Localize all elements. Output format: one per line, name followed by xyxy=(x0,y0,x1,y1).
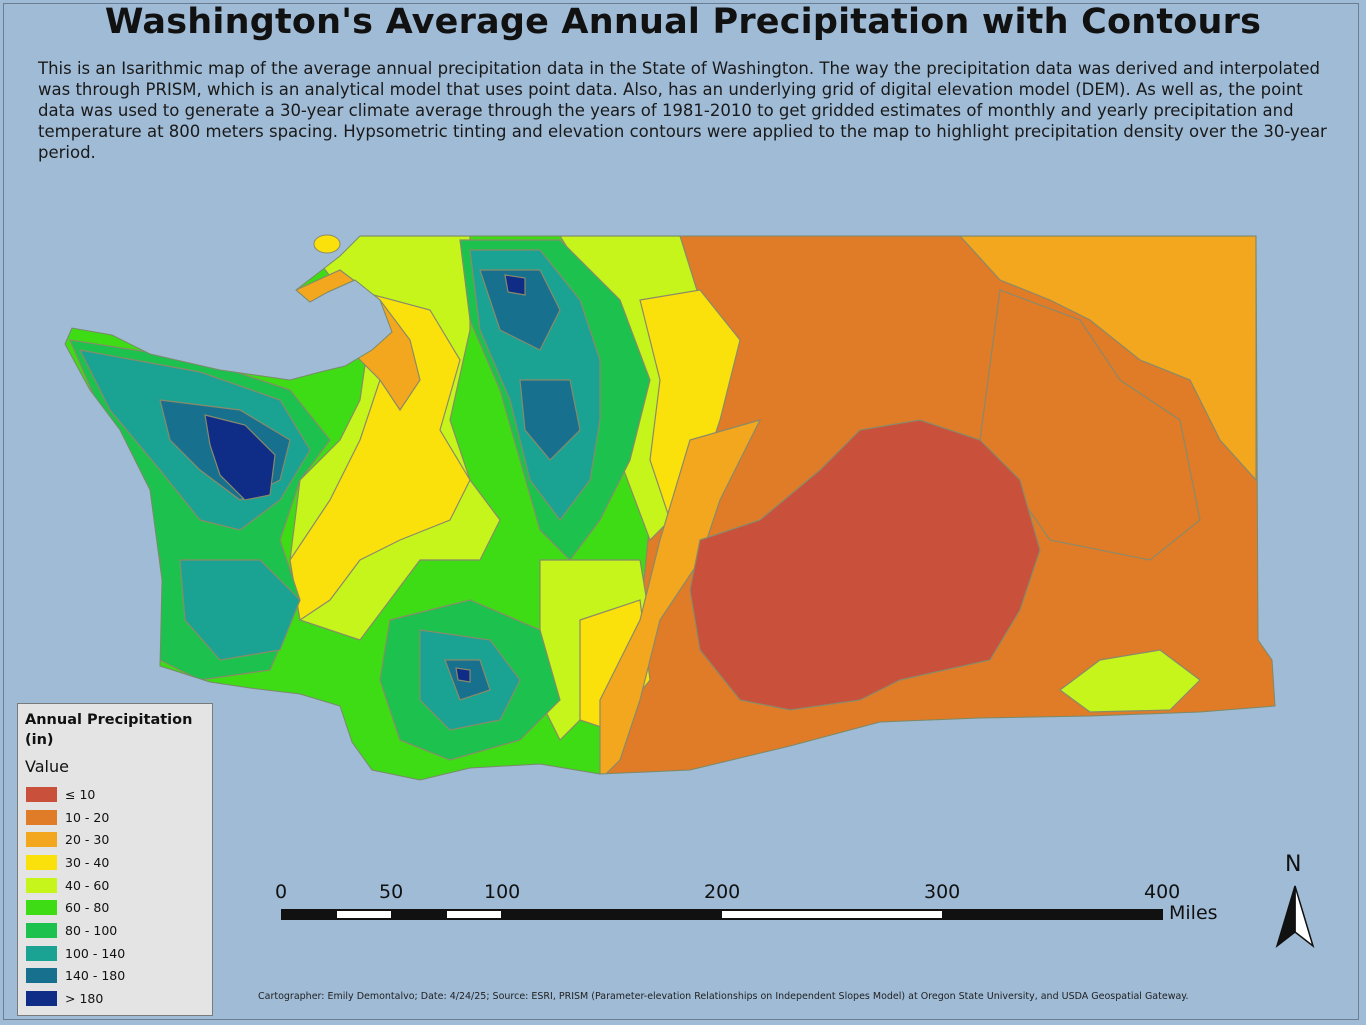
zone-gt180-rainier xyxy=(455,667,471,683)
legend-label: 80 - 100 xyxy=(65,922,118,938)
legend-item: 140 - 180 xyxy=(26,965,125,988)
legend-label: 60 - 80 xyxy=(65,900,110,916)
scale-tick-300: 300 xyxy=(924,881,961,903)
scale-tick-0: 0 xyxy=(275,881,288,903)
legend-label: 10 - 20 xyxy=(65,809,110,825)
legend-item: ≤ 10 xyxy=(26,783,125,806)
state-outline xyxy=(64,235,1276,781)
map-description: This is an Isarithmic map of the average… xyxy=(38,59,1327,162)
zone-gt180-olympus xyxy=(204,414,276,501)
legend-swatch xyxy=(26,809,57,825)
legend-label: 140 - 180 xyxy=(65,968,126,984)
map-frame xyxy=(3,3,1359,1020)
scale-unit: Miles xyxy=(1169,902,1218,924)
island xyxy=(313,234,341,254)
zone-140-180-glacier xyxy=(519,379,581,461)
legend-items: ≤ 10 10 - 20 20 - 30 30 - 40 40 - 60 60 - 80 8… xyxy=(26,783,125,1010)
legend-swatch xyxy=(26,922,57,938)
legend-label: 30 - 40 xyxy=(65,854,110,870)
legend-label: > 180 xyxy=(65,991,104,1007)
legend-item: > 180 xyxy=(26,987,125,1010)
legend: Annual Precipitation (in) Value ≤ 10 10 -… xyxy=(17,703,213,1016)
north-arrow-icon xyxy=(1275,885,1315,949)
scale-tick-50: 50 xyxy=(379,881,404,903)
legend-label: ≤ 10 xyxy=(65,786,96,802)
zone-20-30-northeast xyxy=(958,236,1257,482)
scale-tick-200: 200 xyxy=(704,881,741,903)
legend-item: 40 - 60 xyxy=(26,874,125,897)
zone-le10-columbia-basin xyxy=(689,419,1041,711)
legend-swatch xyxy=(26,900,57,916)
legend-swatch xyxy=(26,832,57,848)
legend-item: 80 - 100 xyxy=(26,919,125,942)
legend-item: 10 - 20 xyxy=(26,806,125,829)
scale-tick-400: 400 xyxy=(1144,881,1181,903)
legend-label: 40 - 60 xyxy=(65,877,110,893)
zone-20-30-eastern-slope xyxy=(599,419,762,780)
legend-item: 60 - 80 xyxy=(26,896,125,919)
north-label: N xyxy=(1285,852,1302,877)
legend-item: 20 - 30 xyxy=(26,828,125,851)
legend-item: 100 - 140 xyxy=(26,942,125,965)
legend-item: 30 - 40 xyxy=(26,851,125,874)
zone-40-60-blue-mountains xyxy=(1058,649,1201,713)
legend-label: 20 - 30 xyxy=(65,832,110,848)
zone-100-140-willapa xyxy=(179,559,301,661)
scale-bar xyxy=(281,909,1163,920)
scale-tick-100: 100 xyxy=(484,881,521,903)
legend-swatch xyxy=(26,968,57,984)
legend-swatch xyxy=(26,945,57,961)
legend-subtitle: Value xyxy=(25,757,69,776)
legend-swatch xyxy=(26,877,57,893)
legend-swatch xyxy=(26,991,57,1007)
map-title: Washington's Average Annual Precipitatio… xyxy=(104,2,1262,42)
legend-title: Annual Precipitation (in) xyxy=(25,712,193,748)
zone-140-180-baker xyxy=(479,269,561,351)
zone-30-40-puget xyxy=(289,289,471,622)
legend-swatch xyxy=(26,854,57,870)
legend-label: 100 - 140 xyxy=(65,945,126,961)
credits: Cartographer: Emily Demontalvo; Date: 4/… xyxy=(258,991,1189,1002)
legend-swatch xyxy=(26,786,57,802)
zone-gt180-baker xyxy=(504,274,526,296)
